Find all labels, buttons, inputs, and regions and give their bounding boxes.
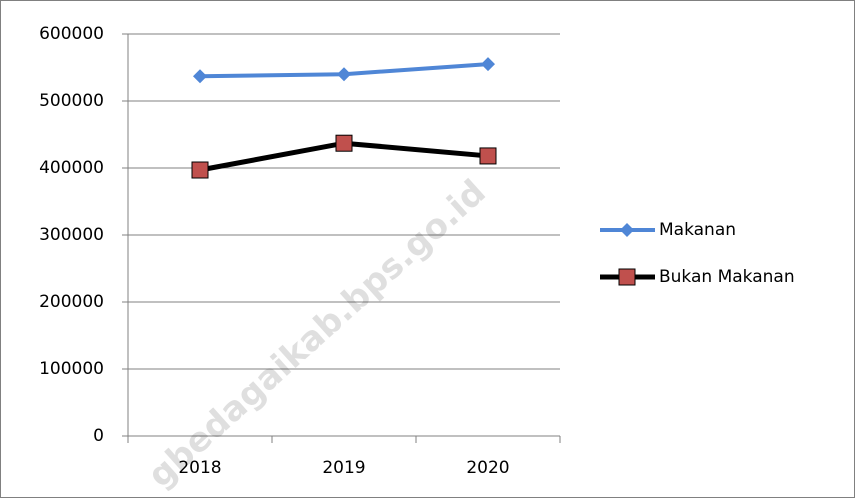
y-tick-label: 200000	[39, 292, 104, 312]
y-tick-label: 100000	[39, 359, 104, 379]
y-tick-label: 300000	[39, 225, 104, 245]
point	[479, 147, 497, 165]
point	[481, 57, 495, 72]
legend-marker	[620, 223, 634, 237]
y-tick-label: 400000	[39, 158, 104, 178]
x-tick-label: 2018	[178, 458, 221, 478]
point	[191, 161, 209, 179]
legend-label: Bukan Makanan	[659, 267, 795, 287]
x-tick-label: 2020	[466, 458, 509, 478]
y-tick-label: 600000	[39, 24, 104, 44]
point	[193, 69, 207, 84]
x-tick-label: 2019	[322, 458, 365, 478]
y-tick-label: 500000	[39, 91, 104, 111]
legend-marker	[618, 268, 636, 286]
point	[337, 67, 351, 82]
legend-label: Makanan	[659, 220, 736, 240]
point	[335, 134, 353, 152]
y-tick-label: 0	[93, 426, 104, 446]
